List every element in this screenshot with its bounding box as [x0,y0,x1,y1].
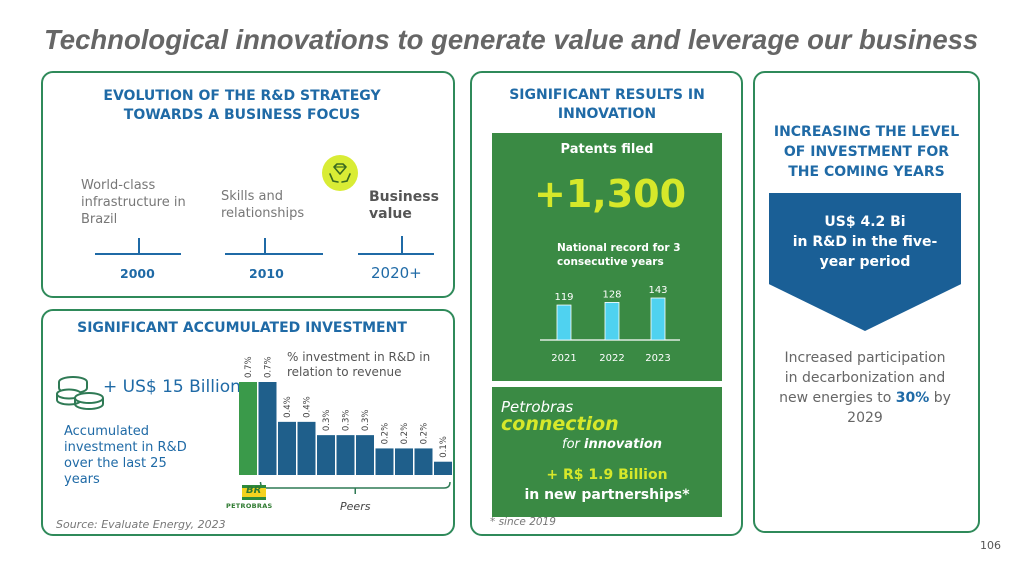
milestone-2000-line2: infrastructure in [81,195,186,210]
accumulated-desc-line4: years [64,472,100,487]
patents-bar [556,304,572,341]
timeline-segment [225,253,323,255]
rd-chart-title-line2: relation to revenue [287,365,402,379]
rd-bar-label: 0.7% [264,356,274,378]
partnership-label: in new partnerships* [524,487,690,503]
record-line2: consecutive years [557,256,664,268]
accumulated-desc-line1: Accumulated [64,424,150,439]
investment-heading-line1: INCREASING THE LEVEL [773,124,960,140]
rd-bar-label: 0.2% [420,423,430,445]
patents-bar [650,297,666,341]
page-number: 106 [980,539,1001,552]
patents-value-label: 119 [554,292,573,303]
timeline-tick [138,238,140,255]
rd-bar [375,448,394,475]
accumulated-amount: + US$ 15 Billion [103,377,241,397]
desc-line2: in decarbonization and [784,370,946,386]
rd-bar [336,435,355,475]
patents-value: +1,300 [534,172,687,216]
coins-icon [55,373,111,413]
rd-bar [258,382,277,475]
rd-bar-label: 0.3% [342,410,352,432]
rd-bar-label: 0.2% [400,423,410,445]
evolution-heading-line1: EVOLUTION OF THE R&D STRATEGY [103,88,381,104]
rd-bar [317,435,335,475]
rd-bar [278,421,296,475]
partnership-value: + R$ 1.9 Billion [546,467,668,483]
source-note: Source: Evaluate Energy, 2023 [56,518,226,531]
year-2010: 2010 [249,266,284,281]
rd-chart-title-line1: % investment in R&D in [287,350,431,364]
year-2000: 2000 [120,266,155,281]
rd-bar [239,382,257,475]
arrow-line2: in R&D in the five- [792,234,938,250]
rd-bar-label: 0.7% [244,356,254,378]
patents-value-label: 143 [648,285,667,296]
investment-heading-line3: THE COMING YEARS [788,164,945,180]
accumulated-heading: SIGNIFICANT ACCUMULATED INVESTMENT [77,320,407,336]
milestone-2000-line3: Brazil [81,212,118,227]
milestone-2010-line1: Skills and [221,189,283,204]
desc-line3: new energies to 30% by [768,388,962,408]
rd-bar-label: 0.3% [322,410,332,432]
rd-bar [297,421,316,475]
investment-arrow-text: US$ 4.2 Bi in R&D in the five- year peri… [769,212,961,272]
rd-bar-label: 0.3% [361,410,371,432]
arrow-line3: year period [819,254,911,270]
rd-bar-label: 0.2% [381,423,391,445]
investment-heading-line2: OF INVESTMENT FOR [783,144,950,160]
evolution-panel [41,71,455,298]
desc-line3-prefix: new energies to [779,390,892,406]
petrobras-caption: PETROBRAS [226,502,273,510]
diamond-hands-icon [321,154,359,192]
timeline-segment [358,253,434,255]
patents-year-label: 2023 [645,353,670,364]
evolution-heading-line2: TOWARDS A BUSINESS FOCUS [123,107,361,123]
patents-value-label: 128 [602,289,621,300]
rd-bar-label: 0.1% [439,436,449,458]
accumulated-desc-line3: over the last 25 [64,456,167,471]
patents-year-label: 2022 [599,353,624,364]
rd-bar [434,461,452,475]
timeline-tick [264,238,266,255]
connection-line3: for innovation [562,437,662,452]
rd-bar [356,435,374,475]
patents-bar [604,302,620,341]
desc-line1: Increased participation [784,350,946,366]
accumulated-desc-line2: investment in R&D [64,440,187,455]
patents-year-label: 2021 [551,353,576,364]
results-heading-line1: SIGNIFICANT RESULTS IN [509,87,705,103]
investment-desc: Increased participation in decarbonizati… [768,348,962,428]
milestone-2020-line1: Business [369,189,439,205]
desc-line3-bold: 30% [895,390,930,406]
petrobras-logo: BR [236,484,276,510]
milestone-2020-line2: value [369,206,412,222]
connection-line1: Petrobras [501,398,574,416]
patents-chart: 119 2021 128 2022 143 2023 [540,285,680,364]
peers-label: Peers [340,500,371,513]
results-heading-line2: INNOVATION [557,106,657,122]
rd-bar-label: 0.4% [303,396,313,418]
footnote: * since 2019 [490,516,556,528]
year-2020: 2020+ [371,264,422,282]
timeline-tick [401,236,403,255]
peers-bracket [259,481,451,489]
rd-bar-label: 0.4% [283,396,293,418]
desc-line4: 2029 [847,410,883,426]
petrobras-logo-text: BR [246,485,262,496]
patents-label: Patents filed [560,142,654,157]
page-title: Technological innovations to generate va… [44,24,979,55]
rd-bar [395,448,413,475]
rd-investment-chart: 0.7% 0.7% 0.4% 0.4% 0.3% 0.3% 0.3% 0.2% 0.2% 0.2%… [239,356,452,513]
connection-line3-bold: innovation [584,437,663,452]
desc-line3-suffix: by [933,390,951,406]
connection-line3-prefix: for [562,437,580,452]
arrow-line1: US$ 4.2 Bi [824,214,906,230]
record-line1: National record for 3 [557,242,681,254]
rd-bar [414,448,433,475]
connection-box [492,387,722,517]
connection-line2: connection [501,413,619,435]
milestone-2000-line1: World-class [81,178,156,193]
milestone-2010-line2: relationships [221,206,305,221]
